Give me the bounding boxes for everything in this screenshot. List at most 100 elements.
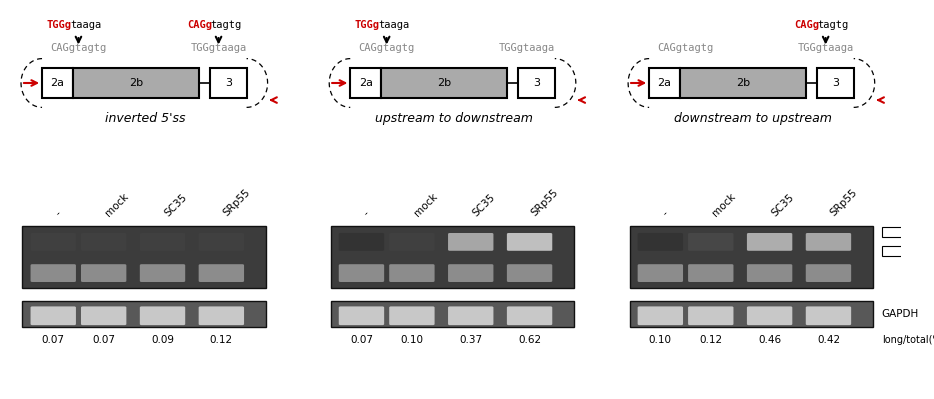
FancyBboxPatch shape <box>31 264 76 282</box>
Bar <box>350 68 381 98</box>
Text: downstream to upstream: downstream to upstream <box>673 112 832 125</box>
FancyBboxPatch shape <box>747 306 792 325</box>
Text: 0.07: 0.07 <box>92 335 115 345</box>
FancyBboxPatch shape <box>448 306 493 325</box>
Bar <box>22 226 266 288</box>
FancyBboxPatch shape <box>638 233 683 251</box>
Text: 0.07: 0.07 <box>42 335 64 345</box>
Text: 0.07: 0.07 <box>350 335 373 345</box>
Text: inverted 5'ss: inverted 5'ss <box>106 112 186 125</box>
FancyBboxPatch shape <box>389 306 434 325</box>
FancyBboxPatch shape <box>507 233 552 251</box>
FancyBboxPatch shape <box>806 306 851 325</box>
FancyBboxPatch shape <box>507 306 552 325</box>
Text: mock: mock <box>104 191 131 218</box>
Bar <box>210 68 247 98</box>
FancyBboxPatch shape <box>199 233 244 251</box>
Text: -: - <box>660 209 670 218</box>
Text: 0.12: 0.12 <box>210 335 233 345</box>
FancyBboxPatch shape <box>140 306 185 325</box>
Text: -: - <box>361 209 371 218</box>
Text: TGGg: TGGg <box>355 20 380 30</box>
Text: CAGgtagtg: CAGgtagtg <box>359 43 415 53</box>
FancyBboxPatch shape <box>140 233 185 251</box>
Bar <box>42 68 73 98</box>
FancyBboxPatch shape <box>81 264 126 282</box>
FancyBboxPatch shape <box>81 306 126 325</box>
FancyBboxPatch shape <box>81 233 126 251</box>
FancyBboxPatch shape <box>31 306 76 325</box>
Text: mock: mock <box>412 191 439 218</box>
Text: 2a: 2a <box>658 78 672 88</box>
Text: CAGgtagtg: CAGgtagtg <box>50 43 106 53</box>
Bar <box>630 226 873 288</box>
Text: SC35: SC35 <box>471 192 497 218</box>
Bar <box>22 301 266 327</box>
Text: taaga: taaga <box>378 20 409 30</box>
FancyBboxPatch shape <box>199 306 244 325</box>
FancyBboxPatch shape <box>747 233 792 251</box>
Text: tagtg: tagtg <box>817 20 848 30</box>
FancyBboxPatch shape <box>448 233 493 251</box>
FancyBboxPatch shape <box>389 264 434 282</box>
Text: 0.12: 0.12 <box>700 335 722 345</box>
Bar <box>882 246 921 256</box>
Text: tagtg: tagtg <box>210 20 241 30</box>
Text: GAPDH: GAPDH <box>882 309 919 319</box>
Text: 3: 3 <box>225 78 232 88</box>
FancyBboxPatch shape <box>339 306 384 325</box>
Text: 0.62: 0.62 <box>518 335 541 345</box>
Text: CAGgtagtg: CAGgtagtg <box>658 43 714 53</box>
Bar <box>680 68 806 98</box>
Text: 0.46: 0.46 <box>758 335 781 345</box>
Bar <box>930 227 934 237</box>
Text: 3: 3 <box>533 78 540 88</box>
Text: SRp55: SRp55 <box>530 188 560 218</box>
Text: CAGg: CAGg <box>187 20 212 30</box>
Text: SRp55: SRp55 <box>828 188 859 218</box>
Text: mock: mock <box>711 191 738 218</box>
FancyBboxPatch shape <box>339 264 384 282</box>
FancyBboxPatch shape <box>688 306 733 325</box>
Text: SRp55: SRp55 <box>221 188 252 218</box>
Text: 0.10: 0.10 <box>649 335 672 345</box>
Bar <box>921 246 934 256</box>
FancyBboxPatch shape <box>507 264 552 282</box>
FancyBboxPatch shape <box>747 264 792 282</box>
FancyBboxPatch shape <box>140 264 185 282</box>
Text: 2a: 2a <box>50 78 64 88</box>
Bar <box>331 226 574 288</box>
Bar <box>331 301 574 327</box>
Text: 0.09: 0.09 <box>151 335 174 345</box>
FancyBboxPatch shape <box>638 306 683 325</box>
Text: 2a: 2a <box>359 78 373 88</box>
Bar <box>381 68 507 98</box>
Text: TGGg: TGGg <box>47 20 72 30</box>
Text: SC35: SC35 <box>163 192 189 218</box>
Text: CAGg: CAGg <box>794 20 819 30</box>
Text: TGGgtaaga: TGGgtaaga <box>499 43 555 53</box>
Text: 2b: 2b <box>736 78 750 88</box>
Bar <box>817 68 854 98</box>
Text: TGGgtaaga: TGGgtaaga <box>191 43 247 53</box>
FancyBboxPatch shape <box>688 233 733 251</box>
FancyBboxPatch shape <box>199 264 244 282</box>
FancyBboxPatch shape <box>688 264 733 282</box>
Text: upstream to downstream: upstream to downstream <box>375 112 533 125</box>
Bar <box>73 68 199 98</box>
Text: 0.10: 0.10 <box>401 335 423 345</box>
FancyBboxPatch shape <box>339 233 384 251</box>
FancyBboxPatch shape <box>448 264 493 282</box>
FancyBboxPatch shape <box>31 233 76 251</box>
Text: 0.37: 0.37 <box>460 335 482 345</box>
Bar <box>630 301 873 327</box>
Bar <box>518 68 555 98</box>
Text: 2b: 2b <box>437 78 451 88</box>
Bar <box>882 227 912 237</box>
FancyBboxPatch shape <box>638 264 683 282</box>
Text: 2b: 2b <box>129 78 143 88</box>
FancyBboxPatch shape <box>806 264 851 282</box>
Text: TGGgtaaga: TGGgtaaga <box>798 43 854 53</box>
Text: -: - <box>53 209 63 218</box>
FancyBboxPatch shape <box>806 233 851 251</box>
